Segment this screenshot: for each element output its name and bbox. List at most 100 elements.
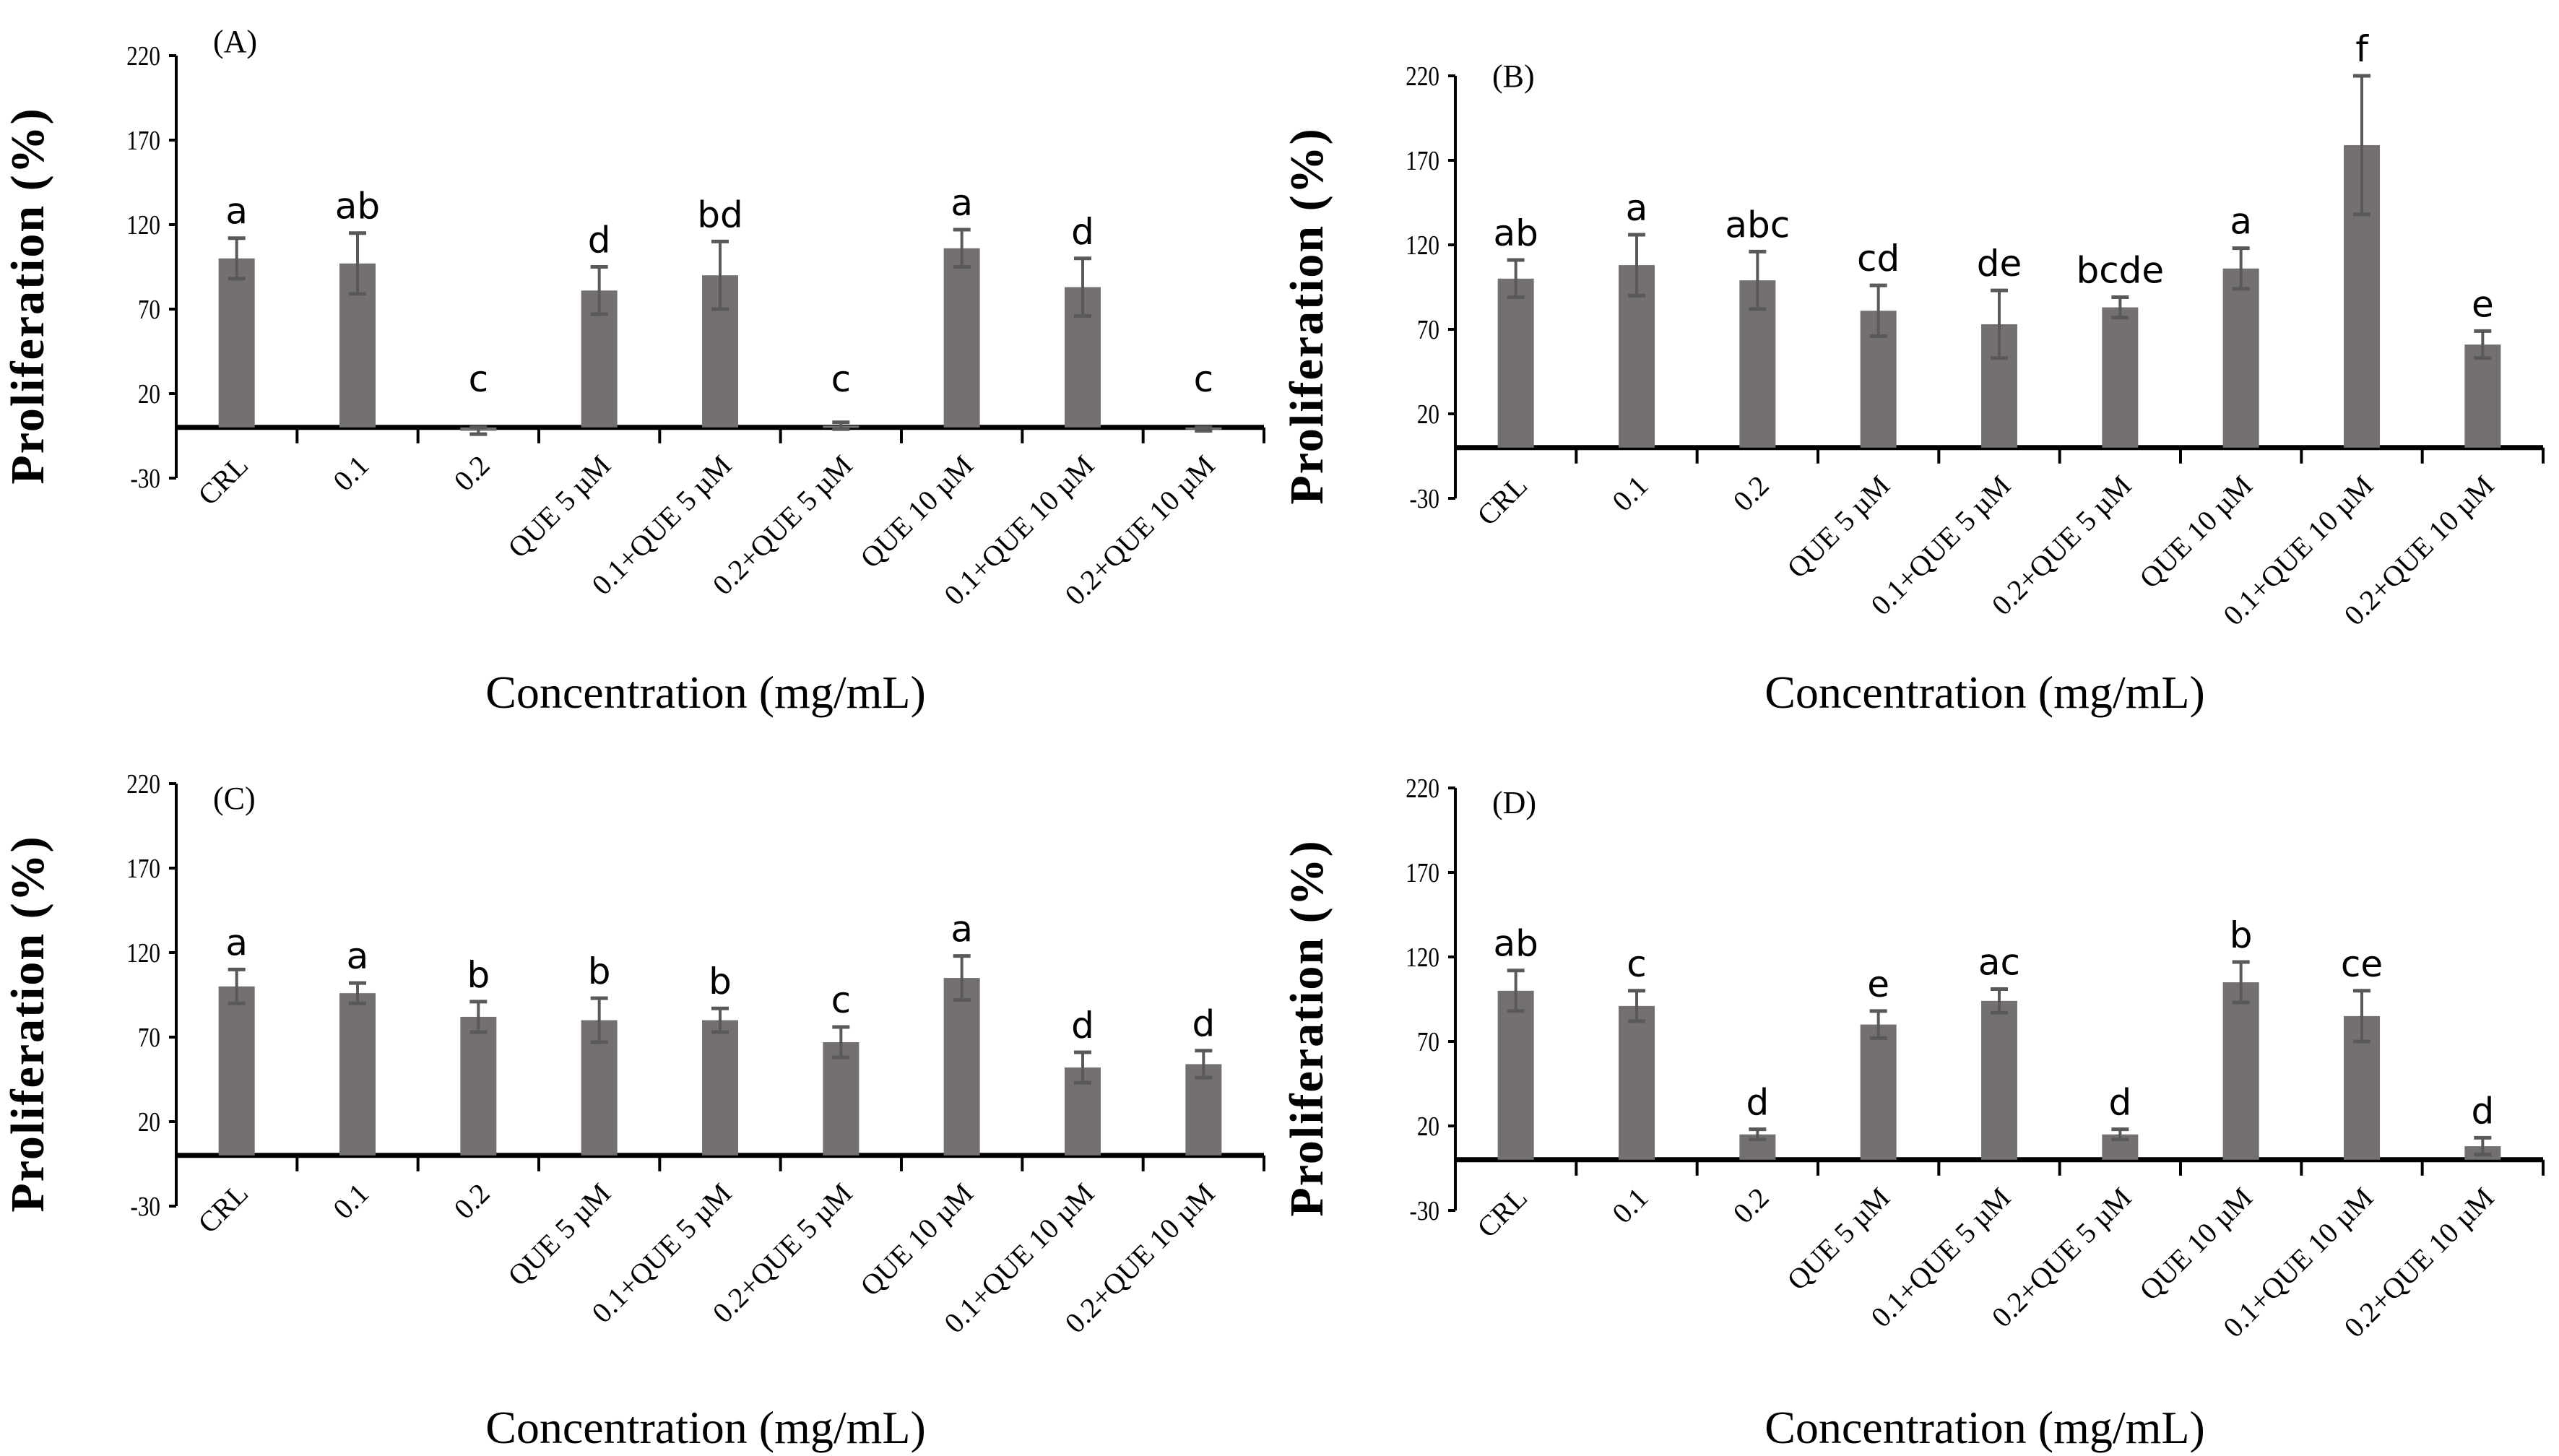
panel-label: (A) [213,24,257,59]
y-tick-label: 220 [126,40,160,72]
significance-label: bd [697,194,742,235]
significance-label: d [1192,1003,1215,1045]
significance-label: a [225,191,248,233]
significance-label: b [467,954,490,996]
chart-panel-a: -30 20 70 120 170 220 a CRL ab 0.1 c 0.2 d QUE 5 µM bd… [1,24,1265,718]
x-tick-label: QUE 5 µM [501,1176,617,1292]
bar [1497,990,1534,1160]
bar [2222,982,2259,1160]
x-tick-label: QUE 10 µM [854,448,979,574]
bar [218,986,255,1156]
significance-label: c [831,358,852,400]
x-tick-label: 0.1 [1606,469,1654,517]
significance-label: a [2230,201,2252,243]
x-tick-label: 0.2 [448,1176,496,1225]
significance-label: a [225,922,248,963]
y-tick-label: -30 [1409,483,1439,514]
significance-label: e [1867,963,1889,1005]
significance-label: ac [1978,941,2020,983]
x-tick-label: QUE 5 µM [1780,1181,1896,1296]
significance-label: abc [1725,204,1790,246]
significance-label: bcde [2076,250,2164,292]
significance-label: e [2472,283,2494,325]
bar [460,1016,497,1156]
x-axis-title: Concentration (mg/mL) [485,1402,926,1453]
y-tick-label: -30 [1409,1195,1439,1226]
significance-label: ab [335,186,380,228]
y-tick-label: 120 [1406,230,1439,261]
y-tick-label: 220 [1406,773,1439,804]
x-tick-label: 0.2 [448,448,496,497]
significance-label: c [831,979,852,1021]
bar [823,1042,860,1156]
bar [702,1020,738,1156]
y-tick-label: 70 [1417,1026,1439,1057]
x-tick-label: CRL [191,1176,254,1239]
bar [339,993,376,1156]
x-axis-title: Concentration (mg/mL) [1765,667,2205,718]
y-tick-label: 170 [126,125,160,156]
significance-label: b [2230,914,2253,956]
bar [1860,1024,1897,1160]
x-tick-label: QUE 5 µM [501,448,617,564]
significance-label: d [588,220,611,261]
chart-panel-d: -30 20 70 120 170 220 ab CRL c 0.1 d 0.2 e QUE 5 µM ac… [1281,773,2545,1453]
significance-label: a [951,909,973,950]
x-tick-label: CRL [1471,1181,1533,1244]
y-tick-label: -30 [130,1191,160,1222]
significance-label: a [347,935,369,977]
significance-label: ce [2341,943,2383,985]
panel-label: (B) [1492,58,1535,94]
panel-label: (D) [1492,785,1536,820]
significance-label: d [2471,1090,2494,1132]
chart-panel-b: -30 20 70 120 170 220 ab CRL a 0.1 abc 0.2 cd QUE 5 µ… [1281,28,2545,718]
y-tick-label: 20 [1417,1111,1439,1142]
x-tick-label: QUE 10 µM [2133,1181,2259,1306]
y-tick-label: 20 [138,1106,160,1138]
significance-label: d [1071,1005,1094,1046]
significance-label: ab [1493,212,1538,254]
significance-label: c [1627,943,1647,985]
significance-label: b [709,961,732,1002]
y-tick-label: -30 [130,463,160,494]
bar [2464,344,2501,448]
y-axis-title: Proliferation (%) [1,835,54,1212]
bar [2102,307,2139,448]
x-tick-label: QUE 5 µM [1780,469,1896,584]
bar [1619,1005,1655,1160]
significance-label: c [1194,358,1214,400]
significance-label: c [469,358,489,400]
significance-label: d [2108,1082,2131,1124]
y-tick-label: 220 [126,768,160,800]
significance-label: ab [1493,923,1538,965]
y-tick-label: 70 [138,294,160,325]
x-tick-label: QUE 10 µM [854,1176,979,1302]
y-tick-label: 70 [1417,314,1439,345]
significance-label: a [1626,187,1648,229]
bar [943,978,980,1156]
x-tick-label: 0.1 [326,448,375,497]
panel-label: (C) [213,781,256,816]
significance-label: d [1071,211,1094,253]
y-tick-label: 20 [1417,399,1439,430]
x-axis-title: Concentration (mg/mL) [1765,1402,2205,1453]
y-axis-title: Proliferation (%) [1281,127,1333,504]
x-tick-label: QUE 10 µM [2133,469,2259,594]
y-tick-label: 70 [138,1022,160,1053]
y-axis-title: Proliferation (%) [1,107,54,484]
x-tick-label: 0.2 [1727,469,1775,517]
bar [943,248,980,428]
y-tick-label: 170 [1406,145,1439,176]
bar [218,258,255,428]
significance-label: d [1746,1082,1769,1124]
bar [2222,268,2259,448]
x-tick-label: 0.1 [326,1176,375,1225]
y-tick-label: 170 [1406,857,1439,888]
significance-label: de [1977,243,2022,285]
significance-label: b [588,950,611,992]
y-tick-label: 220 [1406,61,1439,92]
bar [1497,278,1534,448]
significance-label: a [951,182,973,224]
